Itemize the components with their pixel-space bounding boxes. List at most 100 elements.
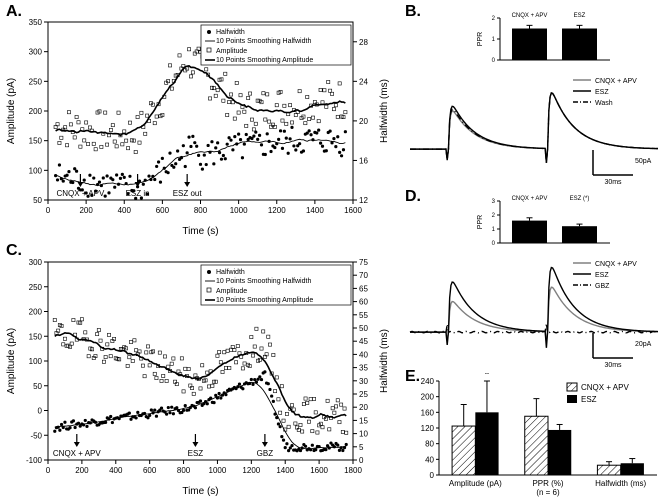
svg-text:400: 400 (109, 466, 123, 475)
svg-text:200: 200 (29, 107, 43, 116)
panel-e-chart: 04080120160200240*Amplitude (pA)PPR (%)(… (405, 373, 663, 503)
svg-text:Halfwidth (ms): Halfwidth (ms) (379, 329, 390, 393)
svg-text:Amplitude: Amplitude (216, 48, 247, 55)
svg-text:Amplitude (pA): Amplitude (pA) (6, 78, 17, 144)
svg-text:PPR: PPR (477, 215, 484, 229)
svg-text:ESZ: ESZ (595, 272, 609, 279)
svg-text:10 Points Smoothing Halfwidth: 10 Points Smoothing Halfwidth (216, 278, 311, 285)
svg-text:1: 1 (492, 37, 496, 43)
svg-text:Amplitude (pA): Amplitude (pA) (449, 479, 502, 488)
svg-text:100: 100 (29, 357, 43, 366)
svg-text:200: 200 (75, 466, 89, 475)
svg-text:CNQX + APV: CNQX + APV (595, 261, 637, 268)
svg-text:28: 28 (359, 38, 368, 47)
svg-text:70: 70 (359, 271, 368, 280)
svg-text:600: 600 (143, 466, 157, 475)
panel-b-chart: 012PPRCNQX + APVESZCNQX + APVESZWash30ms… (405, 12, 663, 187)
svg-text:600: 600 (156, 206, 170, 215)
svg-text:0: 0 (492, 58, 496, 64)
svg-text:Amplitude (pA): Amplitude (pA) (6, 328, 17, 394)
svg-text:1000: 1000 (230, 206, 248, 215)
svg-text:0: 0 (492, 241, 496, 247)
svg-text:300: 300 (29, 258, 43, 267)
svg-text:0: 0 (430, 471, 435, 480)
svg-text:1: 1 (492, 227, 496, 233)
svg-text:CNQX + APV: CNQX + APV (512, 196, 548, 202)
svg-text:100: 100 (29, 166, 43, 175)
svg-text:2: 2 (492, 16, 496, 22)
svg-text:0: 0 (46, 206, 51, 215)
svg-text:Halfwidth: Halfwidth (216, 29, 245, 36)
svg-text:10 Points Smoothing Halfwidth: 10 Points Smoothing Halfwidth (216, 38, 311, 45)
svg-text:*: * (485, 373, 490, 381)
svg-text:ESZ: ESZ (595, 89, 609, 96)
svg-text:GBZ: GBZ (595, 283, 610, 290)
svg-text:45: 45 (359, 337, 368, 346)
svg-text:CNQX + APV: CNQX + APV (581, 383, 629, 392)
svg-text:-50: -50 (30, 431, 42, 440)
svg-text:240: 240 (421, 377, 435, 386)
svg-text:Time (s): Time (s) (182, 226, 218, 237)
svg-text:16: 16 (359, 156, 368, 165)
svg-text:250: 250 (29, 283, 43, 292)
svg-text:50: 50 (33, 382, 42, 391)
svg-text:200: 200 (79, 206, 93, 215)
svg-text:Time (s): Time (s) (182, 486, 218, 497)
svg-text:12: 12 (359, 196, 368, 205)
svg-text:0: 0 (38, 407, 43, 416)
svg-text:1600: 1600 (344, 206, 362, 215)
svg-text:0: 0 (46, 466, 51, 475)
svg-text:35: 35 (359, 364, 368, 373)
svg-text:800: 800 (177, 466, 191, 475)
svg-text:250: 250 (29, 77, 43, 86)
svg-text:GBZ: GBZ (257, 449, 274, 458)
svg-text:55: 55 (359, 311, 368, 320)
svg-text:65: 65 (359, 284, 368, 293)
svg-text:ESZ (*): ESZ (*) (570, 196, 590, 202)
svg-text:10 Points Smoothing Amplitude: 10 Points Smoothing Amplitude (216, 57, 313, 64)
svg-text:20: 20 (359, 403, 368, 412)
svg-text:Halfwidth (ms): Halfwidth (ms) (379, 79, 390, 143)
svg-text:CNQX + APV: CNQX + APV (512, 13, 548, 19)
svg-text:400: 400 (118, 206, 132, 215)
svg-text:60: 60 (359, 298, 368, 307)
svg-text:CNQX + APV: CNQX + APV (595, 78, 637, 85)
svg-text:50: 50 (359, 324, 368, 333)
svg-text:25: 25 (359, 390, 368, 399)
svg-text:800: 800 (194, 206, 208, 215)
svg-text:PPR (%): PPR (%) (532, 479, 563, 488)
svg-text:150: 150 (29, 332, 43, 341)
svg-text:PPR: PPR (477, 32, 484, 46)
svg-text:Wash: Wash (595, 100, 613, 107)
svg-text:ESZ: ESZ (574, 13, 586, 19)
svg-text:Amplitude: Amplitude (216, 288, 247, 295)
svg-text:ESZ: ESZ (581, 395, 597, 404)
svg-text:40: 40 (425, 455, 434, 464)
svg-text:160: 160 (421, 408, 435, 417)
svg-text:1200: 1200 (242, 466, 260, 475)
svg-text:Halfwidth: Halfwidth (216, 269, 245, 276)
svg-text:-100: -100 (26, 456, 43, 465)
svg-text:50pA: 50pA (635, 158, 652, 165)
svg-text:CNQX + APV: CNQX + APV (57, 189, 105, 198)
svg-text:50: 50 (33, 196, 42, 205)
svg-text:1400: 1400 (276, 466, 294, 475)
svg-text:120: 120 (421, 424, 435, 433)
svg-text:15: 15 (359, 416, 368, 425)
svg-text:10: 10 (359, 430, 368, 439)
svg-text:(n = 6): (n = 6) (536, 488, 560, 497)
svg-text:10 Points Smoothing Amplitude: 10 Points Smoothing Amplitude (216, 297, 313, 304)
svg-text:150: 150 (29, 137, 43, 146)
svg-text:CNQX + APV: CNQX + APV (53, 449, 101, 458)
svg-text:350: 350 (29, 18, 43, 27)
svg-text:1800: 1800 (344, 466, 362, 475)
svg-text:0: 0 (359, 456, 364, 465)
svg-text:ESZ: ESZ (188, 449, 204, 458)
svg-text:1400: 1400 (306, 206, 324, 215)
panel-d-chart: 0123PPRCNQX + APVESZ (*)CNQX + APVESZGBZ… (405, 195, 663, 370)
svg-text:40: 40 (359, 350, 368, 359)
svg-text:3: 3 (492, 199, 496, 205)
svg-text:ESZ out: ESZ out (173, 189, 203, 198)
svg-text:Halfwidth (ms): Halfwidth (ms) (595, 479, 646, 488)
svg-text:200: 200 (421, 393, 435, 402)
